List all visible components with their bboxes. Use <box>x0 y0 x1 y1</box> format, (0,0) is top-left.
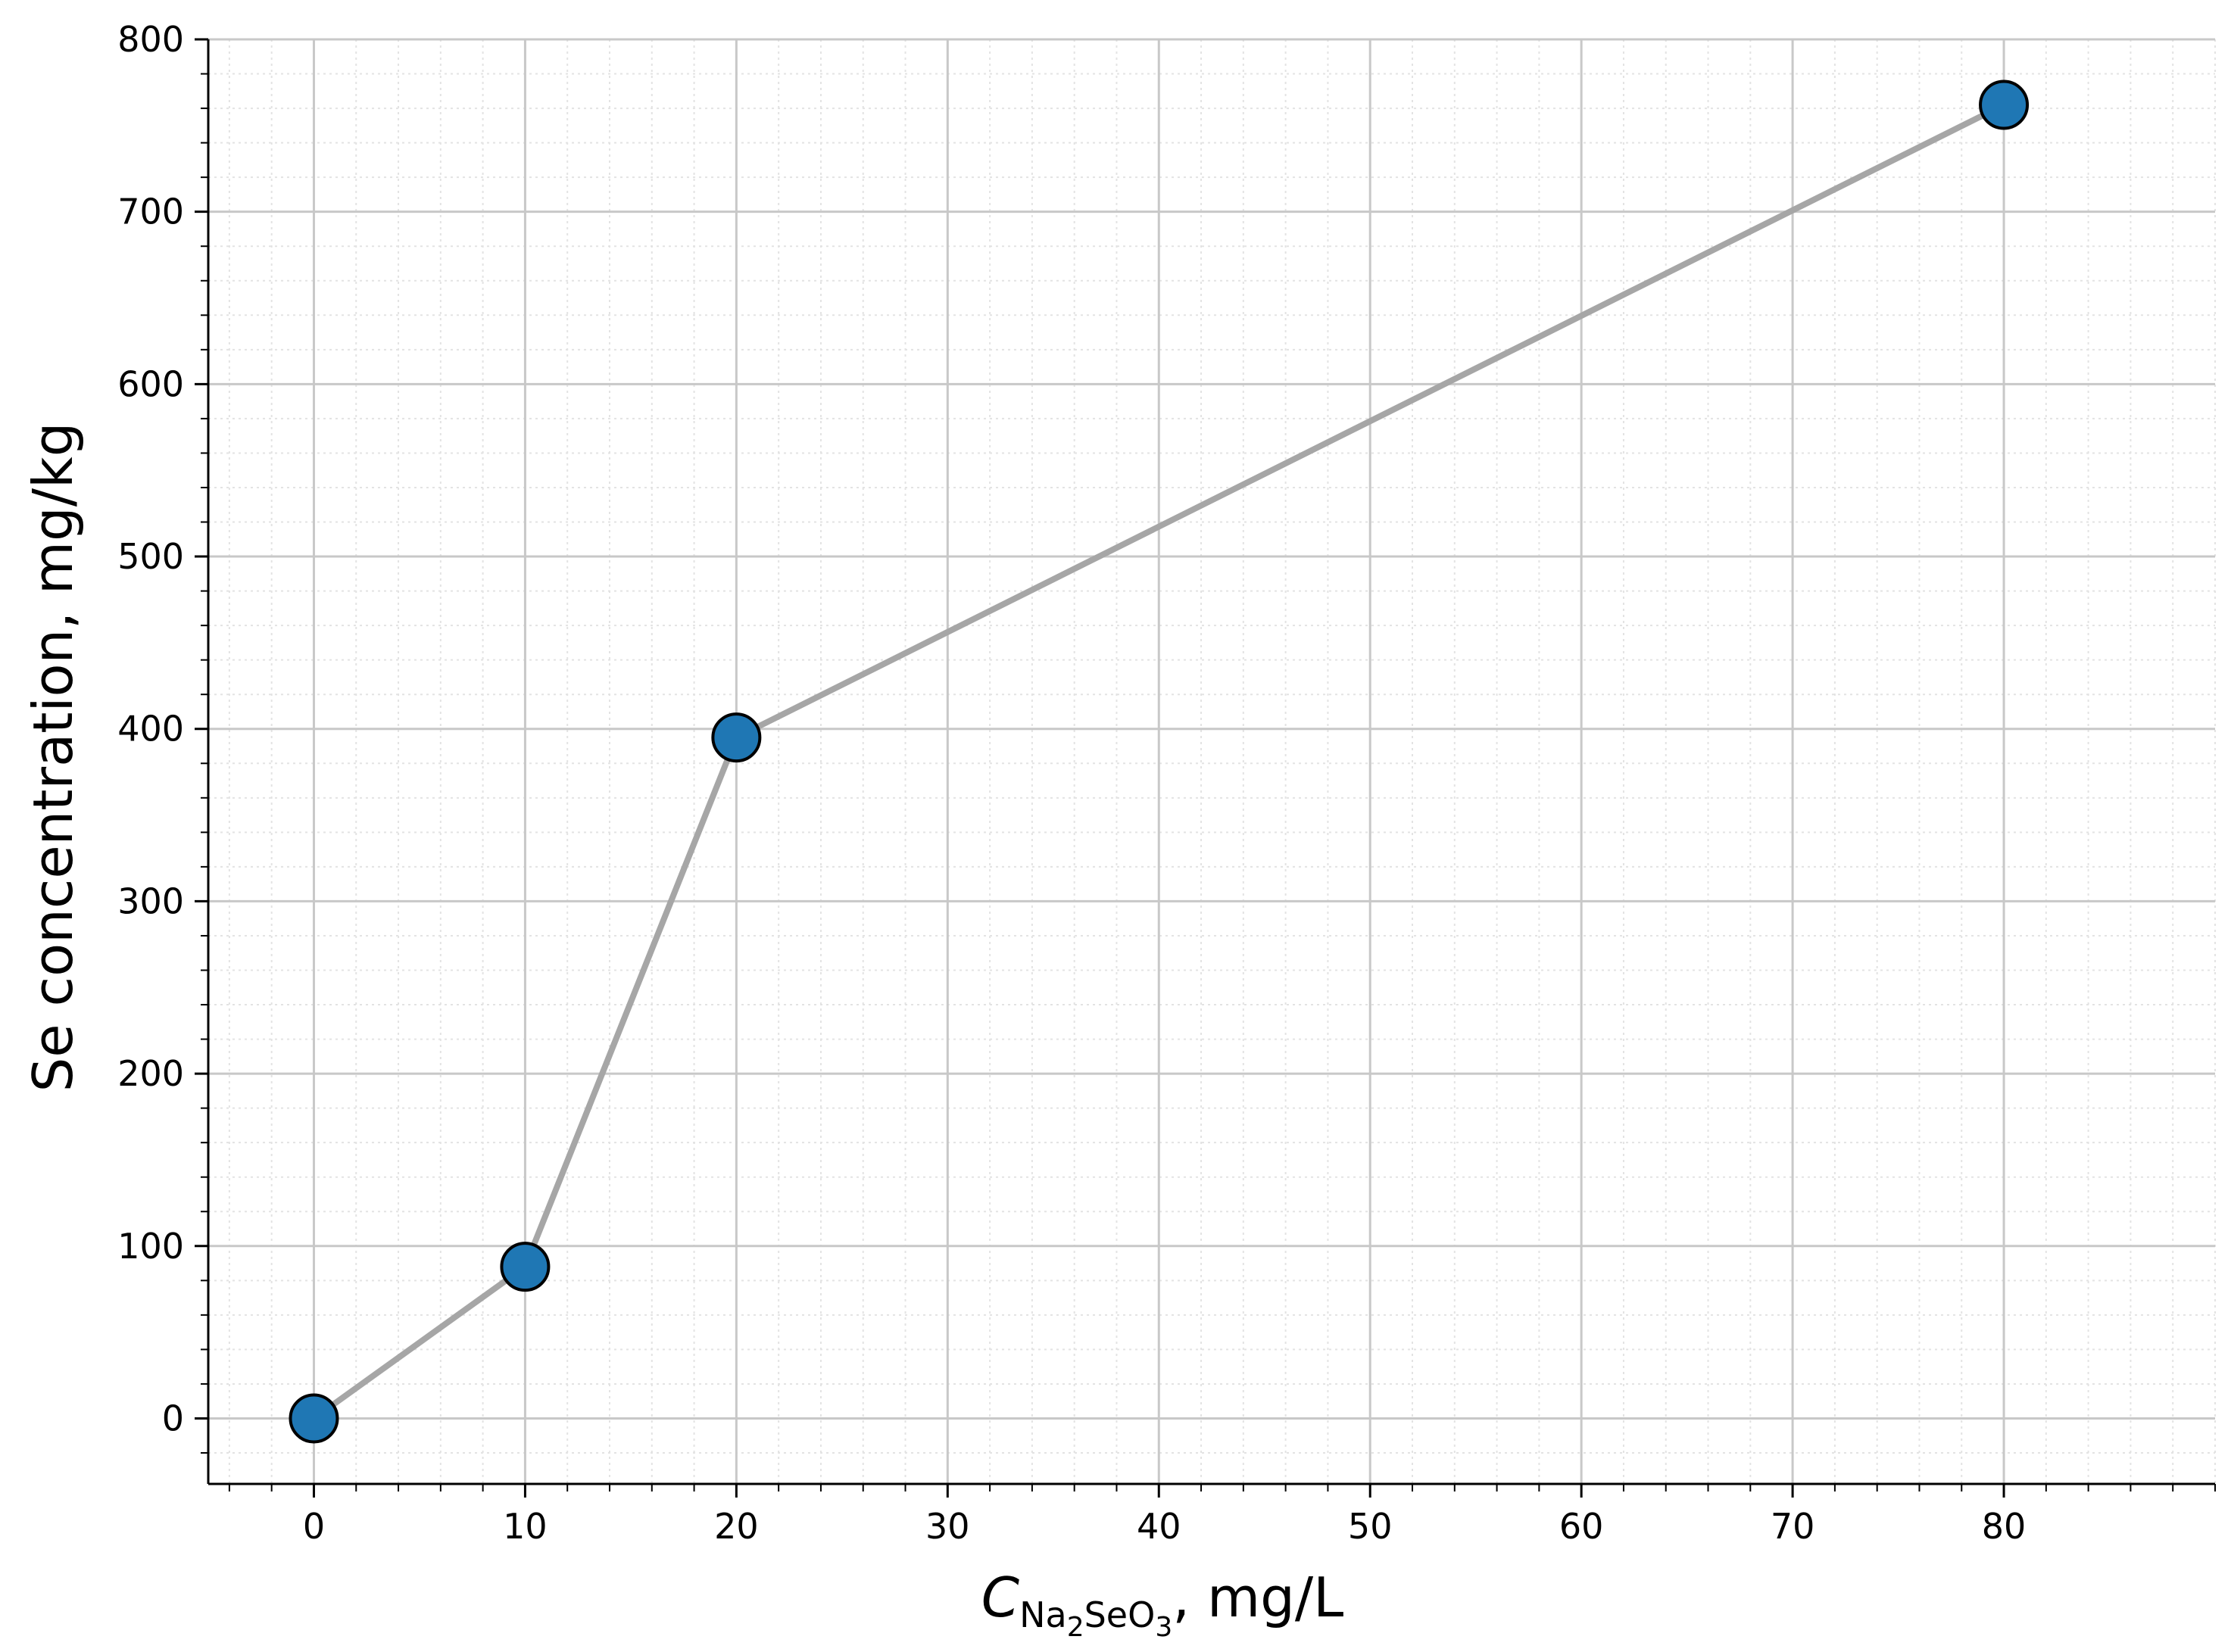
x-label-unit: , mg/L <box>1172 1566 1343 1629</box>
y-axis-label: Se concentration, mg/kg <box>21 422 85 1093</box>
data-point <box>289 1393 339 1444</box>
y-tick-label: 100 <box>117 1226 184 1267</box>
series-line-group <box>312 101 2005 1421</box>
x-tick-label: 40 <box>1137 1506 1181 1547</box>
series-line <box>312 101 2005 1421</box>
x-tick-label: 50 <box>1348 1506 1393 1547</box>
x-label-subscript-part: 3 <box>1155 1612 1172 1643</box>
x-tick-label: 30 <box>925 1506 970 1547</box>
x-label-subscript-part: 2 <box>1067 1612 1084 1643</box>
x-label-subscript-part: SeO <box>1084 1594 1156 1635</box>
x-label-subscript-part: Na <box>1019 1594 1067 1635</box>
x-tick-label: 0 <box>303 1506 325 1547</box>
data-markers <box>289 79 2030 1444</box>
y-tick-label: 300 <box>117 881 184 921</box>
y-axis-ticks: 0 100 200 300 400 500 600 700 800 <box>117 19 208 1454</box>
minor-grid <box>208 39 2216 1484</box>
x-tick-label: 10 <box>503 1506 548 1547</box>
x-tick-label: 70 <box>1771 1506 1815 1547</box>
x-tick-label: 20 <box>714 1506 759 1547</box>
y-tick-label: 0 <box>162 1398 184 1438</box>
major-grid <box>208 38 2215 1484</box>
y-tick-label: 500 <box>117 536 184 577</box>
data-point <box>711 712 762 763</box>
x-axis-label: CNa2SeO3, mg/L <box>981 1566 1343 1643</box>
data-point <box>1979 79 2030 130</box>
y-tick-label: 600 <box>117 363 184 404</box>
y-tick-label: 800 <box>117 19 184 60</box>
x-label-symbol: C <box>981 1566 1020 1629</box>
y-tick-label: 200 <box>117 1053 184 1094</box>
x-tick-label: 80 <box>1982 1506 2027 1547</box>
y-tick-label: 400 <box>117 709 184 750</box>
y-tick-label: 700 <box>117 192 184 232</box>
x-tick-label: 60 <box>1559 1506 1604 1547</box>
data-point <box>500 1242 551 1292</box>
x-axis-ticks: 0 10 20 30 40 50 60 70 80 <box>228 1484 2216 1547</box>
